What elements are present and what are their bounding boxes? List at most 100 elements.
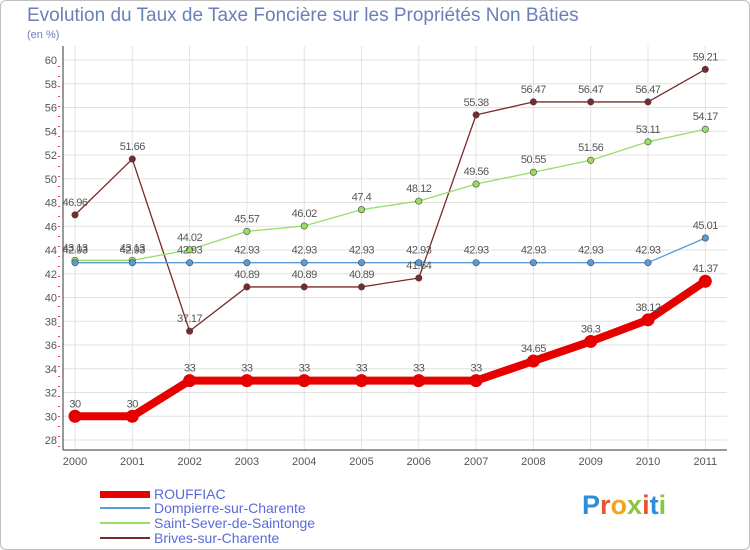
x-tick-label: 2006: [407, 456, 431, 468]
data-point: [243, 227, 251, 235]
data-label: 54.17: [693, 111, 718, 123]
legend-item: ROUFFIAC: [100, 486, 400, 502]
data-point: [186, 246, 194, 254]
data-point: [587, 98, 595, 106]
legend-swatch: [100, 507, 150, 509]
data-point: [472, 259, 480, 267]
data-point: [587, 259, 595, 267]
x-tick-label: 2009: [578, 456, 602, 468]
data-label: 42.93: [521, 245, 546, 257]
x-tick-label: 2004: [292, 456, 316, 468]
x-tick-label: 2007: [464, 456, 488, 468]
logo-letter: P: [582, 490, 601, 520]
data-label: 45.57: [234, 213, 259, 225]
y-tick-label: 46: [45, 221, 57, 233]
logo-letter: r: [600, 490, 611, 520]
data-label: 42.93: [62, 245, 87, 257]
y-tick-label: 42: [45, 269, 57, 281]
logo-letter: o: [610, 490, 628, 520]
data-point: [186, 259, 194, 267]
data-point: [701, 234, 709, 242]
y-tick-label: 36: [45, 340, 57, 352]
data-point: [357, 283, 365, 291]
data-point: [529, 168, 537, 176]
series-line-Dompierre-sur-Charente: [74, 237, 706, 264]
legend-item: Saint-Sever-de-Saintonge: [100, 515, 400, 531]
data-point: [698, 274, 712, 288]
y-tick-label: 60: [45, 55, 57, 67]
data-label: 53.11: [636, 124, 661, 136]
data-label: 51.56: [578, 142, 603, 154]
data-label: 42.93: [406, 245, 431, 257]
data-label: 56.47: [635, 84, 660, 96]
x-tick-label: 2010: [636, 456, 660, 468]
data-label: 38.12: [635, 302, 660, 314]
data-label: 42.93: [464, 245, 489, 257]
chart-unit-label: (en %): [27, 29, 60, 41]
chart-title: Evolution du Taux de Taxe Foncière sur l…: [27, 5, 579, 26]
data-point: [584, 334, 598, 348]
data-label: 51.66: [120, 141, 145, 153]
data-label: 46.96: [62, 197, 87, 209]
data-point: [300, 259, 308, 267]
series-line-Brives-sur-Charente: [74, 68, 706, 332]
data-label: 56.47: [521, 84, 546, 96]
data-point: [300, 222, 308, 230]
legend-swatch: [100, 522, 150, 524]
x-tick-label: 2001: [120, 456, 144, 468]
data-point: [71, 211, 79, 219]
x-tick-label: 2000: [63, 456, 87, 468]
data-point: [357, 206, 365, 214]
data-point: [128, 259, 136, 267]
data-point: [415, 259, 423, 267]
data-label: 42.93: [635, 245, 660, 257]
y-tick-label: 58: [45, 79, 57, 91]
x-tick-label: 2011: [693, 456, 717, 468]
data-label: 42.93: [349, 245, 374, 257]
data-label: 37.17: [177, 313, 202, 325]
y-tick-label: 54: [45, 126, 57, 138]
data-label: 42.93: [120, 245, 145, 257]
data-label: 40.89: [349, 269, 374, 281]
data-point: [240, 374, 254, 388]
data-label: 33: [299, 363, 311, 375]
legend-swatch: [100, 537, 150, 539]
data-label: 43.13: [120, 242, 145, 254]
x-tick-label: 2002: [177, 456, 201, 468]
data-point: [472, 111, 480, 119]
y-tick-label: 56: [45, 103, 57, 115]
data-point: [183, 374, 197, 388]
data-point: [300, 283, 308, 291]
data-point: [186, 327, 194, 335]
data-label: 33: [184, 363, 196, 375]
data-point: [526, 354, 540, 368]
data-point: [71, 259, 79, 267]
data-label: 45.01: [693, 220, 718, 232]
y-tick-label: 30: [45, 411, 57, 423]
data-label: 59.21: [693, 51, 718, 63]
data-point: [644, 98, 652, 106]
y-tick-label: 44: [45, 245, 57, 257]
legend-label: Dompierre-sur-Charente: [154, 500, 306, 516]
logo-letter: i: [642, 490, 650, 520]
data-label: 47.4: [352, 192, 372, 204]
data-label: 42.93: [234, 245, 259, 257]
legend-swatch: [100, 491, 150, 498]
data-point: [644, 138, 652, 146]
logo-letter: x: [627, 490, 643, 520]
data-label: 50.55: [521, 154, 546, 166]
legend-label: ROUFFIAC: [154, 486, 226, 502]
legend-item: Brives-sur-Charente: [100, 530, 400, 546]
logo-letter: t: [649, 490, 659, 520]
data-point: [529, 98, 537, 106]
data-label: 46.02: [292, 208, 317, 220]
data-point: [412, 374, 426, 388]
data-label: 40.89: [234, 269, 259, 281]
data-label: 36.3: [581, 323, 601, 335]
legend-label: Saint-Sever-de-Saintonge: [154, 515, 316, 531]
x-tick-label: 2008: [521, 456, 545, 468]
data-label: 30: [69, 398, 81, 410]
data-label: 33: [470, 363, 482, 375]
legend-item: Dompierre-sur-Charente: [100, 500, 400, 516]
data-point: [243, 259, 251, 267]
